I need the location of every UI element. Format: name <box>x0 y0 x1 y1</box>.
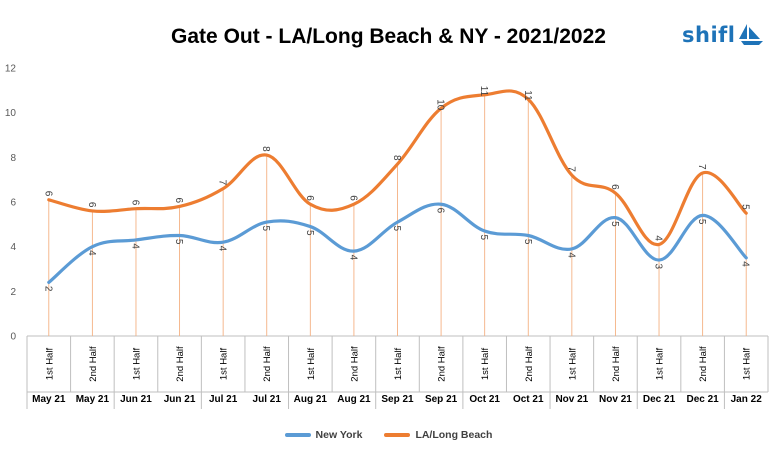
data-label-new-york: 5 <box>609 221 620 227</box>
data-label-la-long-beach: 4 <box>653 235 664 241</box>
data-label-la-long-beach: 11 <box>478 86 489 97</box>
sailboat-icon <box>739 24 764 45</box>
shifl-logo: shifl <box>682 20 776 50</box>
series-line-la-long-beach <box>47 89 748 247</box>
value-labels: 2 4 4 5 4 5 5 4 5 6 5 5 4 5 3 5 4 6 6 6 6 7 8 6 6 8 10 11 11 7 6 4 7 5 <box>42 86 750 292</box>
data-label-new-york: 2 <box>42 286 53 292</box>
y-tick-label: 10 <box>5 108 17 119</box>
x-category-label: 1st Half <box>742 348 753 381</box>
data-label-la-long-beach: 6 <box>42 191 53 197</box>
x-category-label: 1st Half <box>306 348 317 381</box>
x-month-label: Jul 21 <box>209 394 238 405</box>
data-label-la-long-beach: 7 <box>217 180 228 186</box>
data-label-new-york: 4 <box>129 243 140 249</box>
x-month-label: Sep 21 <box>425 394 458 405</box>
data-label-la-long-beach: 8 <box>391 155 402 161</box>
data-label-new-york: 4 <box>740 261 751 267</box>
x-category-label: 1st Half <box>655 348 666 381</box>
data-label-la-long-beach: 6 <box>129 200 140 206</box>
data-label-la-long-beach: 6 <box>173 197 184 203</box>
x-month-label: Oct 21 <box>469 394 500 405</box>
data-label-la-long-beach: 8 <box>260 146 271 152</box>
data-label-la-long-beach: 10 <box>435 99 446 111</box>
x-month-label: Aug 21 <box>294 394 328 405</box>
y-tick-label: 8 <box>10 153 16 164</box>
x-month-label: Jun 21 <box>164 394 196 405</box>
x-month-label: Nov 21 <box>555 394 588 405</box>
x-category-label: 1st Half <box>131 348 142 381</box>
x-category-label: 1st Half <box>393 348 404 381</box>
data-label-new-york: 4 <box>347 255 358 261</box>
data-label-la-long-beach: 5 <box>740 204 751 210</box>
y-tick-label: 12 <box>5 64 17 75</box>
data-label-la-long-beach: 7 <box>696 164 707 170</box>
legend-swatch <box>284 433 311 437</box>
x-month-label: Aug 21 <box>337 394 371 405</box>
x-month-label: Sep 21 <box>381 394 414 405</box>
x-category-label: 2nd Half <box>349 346 360 382</box>
series-lines <box>47 89 748 284</box>
data-label-new-york: 6 <box>435 208 446 214</box>
x-category-label: 2nd Half <box>175 346 186 382</box>
x-category-label: 2nd Half <box>88 346 99 382</box>
data-label-new-york: 3 <box>653 264 664 270</box>
data-label-la-long-beach: 6 <box>86 202 97 208</box>
x-month-label: May 21 <box>76 394 110 405</box>
data-label-la-long-beach: 11 <box>522 90 533 101</box>
x-month-label: Jun 21 <box>120 394 152 405</box>
x-month-label: Dec 21 <box>643 394 676 405</box>
x-category-label: 1st Half <box>44 348 55 381</box>
data-label-new-york: 5 <box>478 234 489 240</box>
x-month-label: May 21 <box>32 394 66 405</box>
x-category-label: 2nd Half <box>611 346 622 382</box>
x-category-label: 2nd Half <box>524 346 535 382</box>
y-tick-label: 4 <box>10 242 16 253</box>
legend-item-la-long-beach: LA/Long Beach <box>384 429 492 441</box>
data-label-la-long-beach: 6 <box>304 195 315 201</box>
y-tick-label: 0 <box>10 332 16 343</box>
data-label-la-long-beach: 7 <box>565 166 576 172</box>
legend-swatch <box>384 433 411 437</box>
data-label-new-york: 5 <box>304 230 315 236</box>
series-line-new-york <box>47 202 748 284</box>
x-category-label: 1st Half <box>219 348 230 381</box>
data-label-la-long-beach: 6 <box>347 195 358 201</box>
x-month-label: Jul 21 <box>253 394 282 405</box>
x-category-label: 1st Half <box>567 348 578 381</box>
data-label-la-long-beach: 6 <box>609 184 620 190</box>
data-label-new-york: 5 <box>260 226 271 232</box>
x-month-label: Jan 22 <box>731 394 763 405</box>
x-month-label: Oct 21 <box>513 394 544 405</box>
x-axis-labels: 1st Half May 21 2nd Half May 21 1st Half Jun … <box>32 346 762 405</box>
x-category-label: 2nd Half <box>437 346 448 382</box>
legend-label: LA/Long Beach <box>415 429 493 441</box>
data-label-new-york: 4 <box>217 246 228 252</box>
x-month-label: Dec 21 <box>686 394 719 405</box>
x-category-label: 1st Half <box>480 348 491 381</box>
chart-title: Gate Out - LA/Long Beach & NY - 2021/202… <box>171 25 606 48</box>
y-tick-label: 6 <box>10 198 16 209</box>
legend-item-new-york: New York <box>284 429 363 441</box>
data-label-new-york: 5 <box>173 239 184 245</box>
legend-label: New York <box>315 429 363 441</box>
axes: 0 2 4 6 8 10 12 <box>5 64 769 409</box>
logo-text: shifl <box>682 23 736 47</box>
y-tick-label: 2 <box>10 287 16 298</box>
x-month-label: Nov 21 <box>599 394 632 405</box>
data-label-new-york: 5 <box>696 219 707 225</box>
data-label-new-york: 4 <box>86 250 97 256</box>
data-label-new-york: 4 <box>565 252 576 258</box>
x-category-label: 2nd Half <box>698 346 709 382</box>
legend: New York LA/Long Beach <box>0 429 777 441</box>
x-category-label: 2nd Half <box>262 346 273 382</box>
drop-lines <box>48 94 747 336</box>
data-label-new-york: 5 <box>522 239 533 245</box>
data-label-new-york: 5 <box>391 226 402 232</box>
